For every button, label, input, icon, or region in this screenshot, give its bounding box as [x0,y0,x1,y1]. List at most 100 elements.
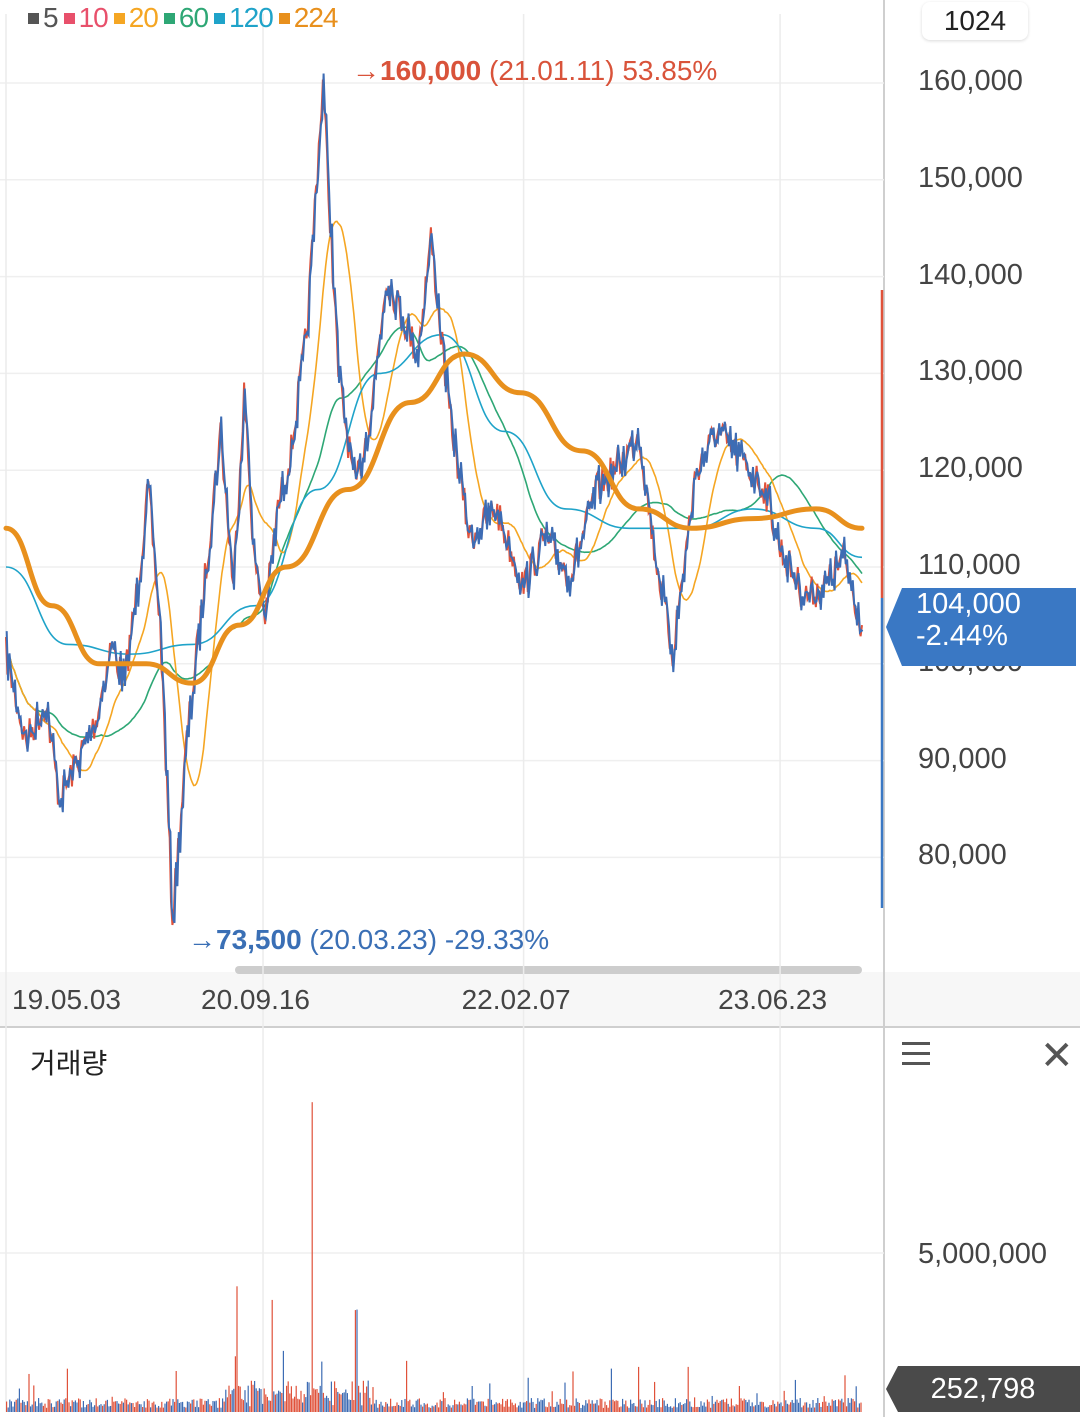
volume-bar [847,1398,849,1412]
volume-bar [569,1405,571,1412]
legend-item-10[interactable]: 10 [63,2,109,33]
legend-item-224[interactable]: 224 [278,2,338,33]
close-icon[interactable]: ✕ [1040,1034,1074,1078]
volume-bar [521,1407,523,1412]
volume-bar [236,1286,238,1412]
volume-bar [198,1407,200,1412]
volume-bar [49,1399,51,1412]
volume-bar [367,1380,369,1412]
y-tick-label: 140,000 [918,258,1023,291]
volume-bar [137,1401,139,1412]
volume-bar [342,1392,344,1412]
volume-bar [70,1406,72,1412]
volume-bar [714,1401,716,1412]
volume-bar [86,1404,88,1412]
volume-bar [430,1407,432,1412]
volume-bar [567,1407,569,1412]
volume-bar [783,1390,785,1412]
menu-icon[interactable] [902,1042,930,1066]
volume-bar [860,1402,862,1412]
volume-bar [60,1402,62,1412]
volume-bar [50,1403,52,1412]
volume-bar [22,1400,24,1412]
volume-bar [214,1401,216,1412]
volume-bar [791,1399,793,1412]
legend-label: 120 [229,2,274,33]
volume-bar [524,1402,526,1412]
volume-bar [44,1403,46,1412]
volume-bar [238,1385,240,1412]
volume-bar [426,1403,428,1412]
volume-bar [95,1398,97,1412]
volume-bar [351,1381,353,1412]
volume-bar [588,1399,590,1412]
volume-bar [334,1381,336,1412]
volume-bar [138,1404,140,1412]
volume-bar [154,1404,156,1412]
volume-bar [94,1405,96,1412]
legend-item-5[interactable]: 5 [28,2,59,33]
volume-bar [377,1407,379,1412]
volume-bar [151,1402,153,1412]
volume-bar [343,1392,345,1412]
volume-bar [825,1401,827,1412]
volume-bar [346,1393,348,1412]
volume-bar [300,1390,302,1412]
volume-bar [823,1396,825,1412]
volume-bar [410,1406,412,1412]
volume-bar [647,1404,649,1412]
volume-bar [306,1381,308,1412]
volume-bar [100,1404,102,1412]
volume-bar [574,1405,576,1412]
volume-bar [103,1404,105,1412]
volume-bar [511,1402,513,1412]
high-date: (21.01.11) [489,55,615,86]
volume-bar [33,1385,35,1412]
volume-bar [62,1403,64,1412]
volume-bar [105,1400,107,1412]
volume-bar [268,1400,270,1412]
volume-bar [146,1399,148,1412]
volume-bar [594,1403,596,1412]
volume-bar [196,1400,198,1412]
last-volume-tag: 252,798 [886,1366,1080,1412]
volume-bar [815,1402,817,1412]
volume-bar [855,1386,857,1412]
volume-bar [30,1406,32,1412]
volume-bar [716,1399,718,1412]
volume-bar [222,1398,224,1412]
legend-item-60[interactable]: 60 [163,2,209,33]
legend-item-120[interactable]: 120 [214,2,274,33]
volume-bar [474,1404,476,1412]
volume-bar [314,1389,316,1412]
volume-bar [212,1400,214,1412]
volume-bar [433,1406,435,1412]
volume-bar [658,1399,660,1412]
volume-bar [649,1399,651,1412]
x-tick-label: 20.09.16 [201,984,310,1015]
volume-bar [438,1407,440,1412]
volume-bar [668,1406,670,1412]
volume-bar [830,1405,832,1412]
volume-bar [226,1397,228,1412]
volume-bar [297,1398,299,1412]
volume-bar [63,1399,65,1412]
volume-bar [655,1400,657,1412]
volume-bar [577,1401,579,1412]
volume-bar [838,1399,840,1412]
volume-bar [230,1394,232,1412]
legend-item-20[interactable]: 20 [113,2,159,33]
volume-bar [790,1402,792,1412]
volume-bar [514,1403,516,1412]
volume-bar [188,1401,190,1412]
volume-bar [850,1398,852,1412]
period-selector[interactable]: 1024 [922,2,1028,40]
volume-bar [199,1398,201,1412]
volume-bar [766,1407,768,1412]
current-change: -2.44% [916,620,1008,652]
volume-bar [244,1390,246,1412]
volume-bar [207,1399,209,1412]
volume-bar [202,1404,204,1412]
volume-bar [358,1385,360,1412]
